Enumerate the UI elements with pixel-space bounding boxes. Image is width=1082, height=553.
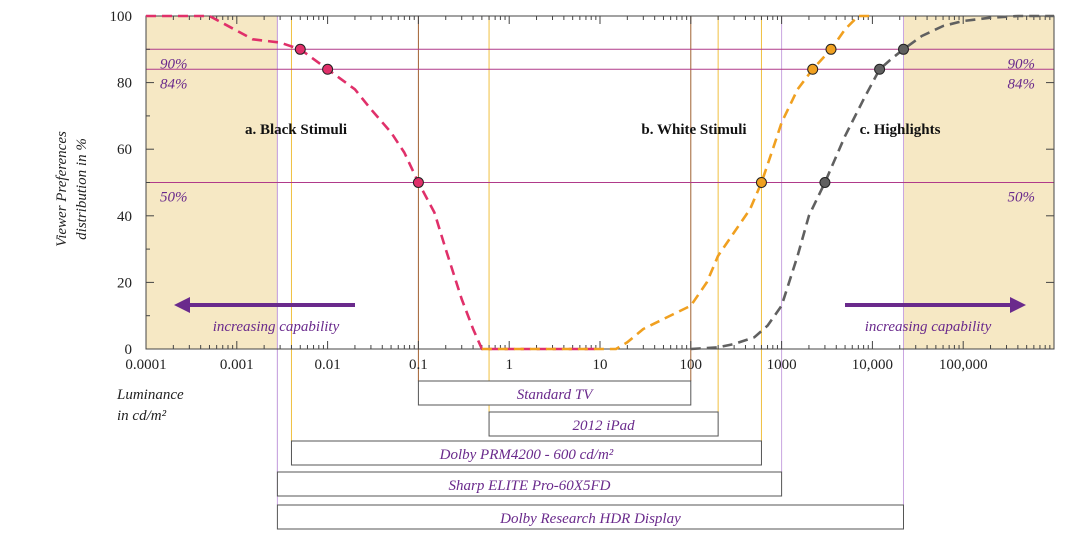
y-tick-label-5: 100 <box>110 9 133 25</box>
series-line-0 <box>146 14 600 351</box>
series-line-2 <box>690 14 1054 351</box>
hline-label-left-0: 90% <box>160 56 188 72</box>
display-box-1 <box>488 411 719 437</box>
x-tick-label-8: 10,000 <box>852 357 893 373</box>
y-tick-label-3: 60 <box>117 142 132 158</box>
series-2-marker-0 <box>819 177 831 188</box>
series-0-marker-2 <box>412 177 424 188</box>
left-arrow-label: increasing capability <box>213 319 340 335</box>
y-tick-label-0: 0 <box>125 342 133 358</box>
x-tick-label-7: 1000 <box>767 357 797 373</box>
x-tick-label-4: 1 <box>505 357 513 373</box>
left-arrow-head <box>174 297 190 313</box>
display-label-4: Dolby Research HDR Display <box>499 511 681 527</box>
right-arrow-head <box>1010 297 1026 313</box>
y-tick-label-2: 40 <box>117 209 132 225</box>
x-tick-label-1: 0.001 <box>220 357 254 373</box>
percentile-lines: 90% 90% 84% 84% 50% 50% <box>146 48 1054 206</box>
display-range-boxes: Standard TV 2012 iPad Dolby PRM4200 - 600 … <box>276 380 904 530</box>
x-axis-label-line2: in cd/m² <box>117 408 167 424</box>
y-tick-label-4: 80 <box>117 76 132 92</box>
series-1-marker-2 <box>825 43 837 55</box>
display-box-2 <box>290 440 762 466</box>
preference-curves <box>146 14 1054 351</box>
x-tick-label-0: 0.0001 <box>125 357 166 373</box>
y-axis-label-line2: distribution in % <box>74 138 90 240</box>
series-line-1 <box>481 14 873 351</box>
display-label-0: Standard TV <box>517 387 595 403</box>
x-tick-label-5: 10 <box>593 357 608 373</box>
right-arrow-label: increasing capability <box>865 319 992 335</box>
hline-label-left-1: 84% <box>160 76 188 92</box>
x-axis-label-line1: Luminance <box>116 387 184 403</box>
display-label-1: 2012 iPad <box>573 418 636 434</box>
x-tick-label-6: 100 <box>680 357 703 373</box>
y-axis-label-line1: Viewer Preferences <box>54 131 70 247</box>
hline-label-right-1: 84% <box>1008 76 1036 92</box>
display-box-4 <box>276 504 904 530</box>
x-tick-label-2: 0.01 <box>314 357 340 373</box>
series-label-highlights: c. Highlights <box>860 122 941 138</box>
series-1-marker-1 <box>807 63 819 75</box>
display-label-2: Dolby PRM4200 - 600 cd/m² <box>439 447 614 463</box>
capability-arrows: increasing capability increasing capabil… <box>174 297 1026 335</box>
hline-label-right-2: 50% <box>1008 190 1036 206</box>
x-tick-label-3: 0.1 <box>409 357 428 373</box>
display-box-0 <box>417 380 692 406</box>
x-tick-label-9: 100,000 <box>939 357 988 373</box>
series-0-marker-1 <box>322 63 334 75</box>
hline-label-left-2: 50% <box>160 190 188 206</box>
y-tick-label-1: 20 <box>117 275 132 291</box>
display-box-3 <box>276 471 783 497</box>
series-1-marker-0 <box>755 177 767 188</box>
series-0-marker-0 <box>294 43 306 55</box>
hline-label-right-0: 90% <box>1008 56 1036 72</box>
series-labels: a. Black Stimuli b. White Stimuli c. Hig… <box>245 122 941 138</box>
axis-titles: Viewer Preferences distribution in % Lum… <box>54 131 184 424</box>
display-label-3: Sharp ELITE Pro-60X5FD <box>449 478 611 494</box>
series-2-marker-2 <box>897 43 909 55</box>
series-label-black: a. Black Stimuli <box>245 122 347 138</box>
series-label-white: b. White Stimuli <box>641 122 746 138</box>
series-2-marker-1 <box>874 63 886 75</box>
